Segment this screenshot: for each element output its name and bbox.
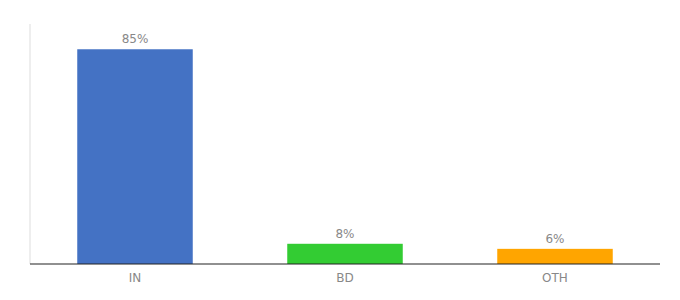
bar [287,244,403,264]
bar [497,249,613,264]
bars [77,49,613,264]
x-axis-line [30,263,660,264]
chart-container: 85% 8% 6% IN BD OTH [0,0,680,300]
data-label: 85% [122,32,149,46]
bar [77,49,193,264]
y-axis-line [30,24,31,264]
x-tick-label: BD [336,271,353,285]
data-label: 8% [335,227,354,241]
data-label: 6% [545,232,564,246]
x-tick-label: IN [129,271,142,285]
x-tick-label: OTH [542,271,568,285]
chart: 85% 8% 6% IN BD OTH [0,0,680,300]
